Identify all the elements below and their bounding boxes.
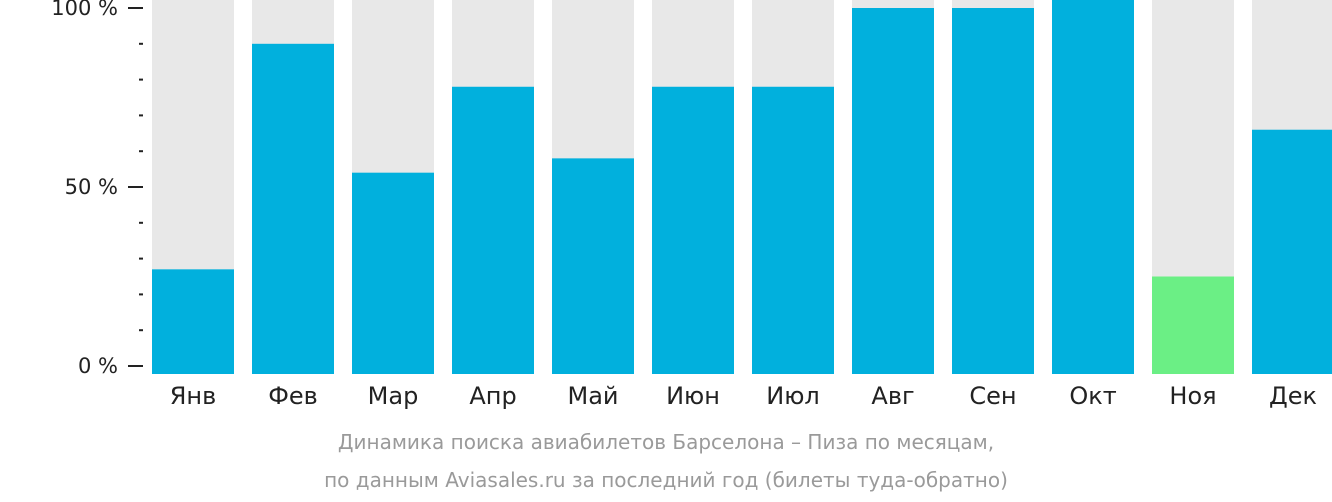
- bar-9[interactable]: [1052, 0, 1134, 374]
- bar-5[interactable]: [652, 86, 734, 374]
- bar-6[interactable]: [752, 86, 834, 374]
- chart-caption-line-2: по данным Aviasales.ru за последний год …: [324, 468, 1008, 492]
- x-tick-label: Июн: [666, 382, 720, 410]
- bar-10[interactable]: [1152, 276, 1234, 375]
- x-tick-label: Апр: [469, 382, 516, 410]
- x-tick-label: Сен: [969, 382, 1016, 410]
- x-tick-label: Ноя: [1169, 382, 1216, 410]
- x-tick-label: Июл: [766, 382, 820, 410]
- y-tick-label: 50 %: [65, 175, 118, 199]
- bar-chart: 0 % 50 % 100 % Янв Фев Мар Апр Май Июн Июл Авг Сен…: [51, 0, 1332, 410]
- bar-11[interactable]: [1252, 129, 1332, 374]
- bar-3[interactable]: [452, 86, 534, 374]
- x-tick-label: Май: [567, 382, 618, 410]
- bar-8[interactable]: [952, 8, 1034, 374]
- bar-0[interactable]: [152, 269, 234, 374]
- x-tick-label: Мар: [368, 382, 419, 410]
- x-axis: Янв Фев Мар Апр Май Июн Июл Авг Сен Окт Ноя Дек: [170, 382, 1317, 410]
- x-tick-label: Окт: [1069, 382, 1116, 410]
- bar-1[interactable]: [252, 43, 334, 375]
- data-bars: [152, 0, 1332, 375]
- chart-caption-line-1: Динамика поиска авиабилетов Барселона – …: [337, 430, 995, 454]
- bar-2[interactable]: [352, 172, 434, 374]
- y-tick-label: 100 %: [51, 0, 118, 20]
- bar-4[interactable]: [552, 158, 634, 374]
- x-tick-label: Дек: [1269, 382, 1317, 410]
- y-tick-label: 0 %: [78, 354, 118, 378]
- x-tick-label: Фев: [268, 382, 318, 410]
- x-tick-label: Янв: [170, 382, 217, 410]
- bar-7[interactable]: [852, 8, 934, 374]
- x-tick-label: Авг: [871, 382, 914, 410]
- y-axis: 0 % 50 % 100 %: [51, 0, 143, 378]
